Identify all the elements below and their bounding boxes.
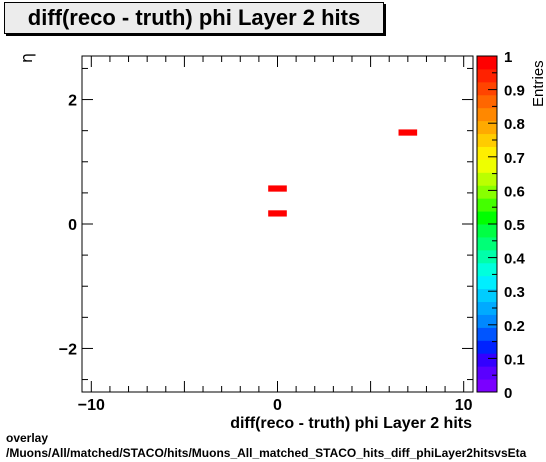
z-tick-label: 0.7 [504, 150, 525, 167]
footer-overlay-label: overlay [6, 431, 49, 445]
y-axis: −2 0 2 [59, 67, 473, 381]
x-tick-label: 10 [455, 397, 473, 414]
z-tick-label: 1 [504, 49, 512, 66]
z-tick-label: 0.5 [504, 217, 525, 234]
color-scale-band [477, 94, 497, 109]
y-tick-label: 2 [68, 93, 77, 110]
z-tick-label: 0.1 [504, 351, 525, 368]
color-scale-band [477, 224, 497, 238]
footer-histogram-path: /Muons/All/matched/STACO/hits/Muons_All_… [6, 446, 527, 460]
color-scale-band [477, 56, 497, 70]
z-tick-label: 0 [504, 385, 512, 402]
color-scale-band [477, 198, 497, 212]
z-tick-label: 0.3 [504, 284, 525, 301]
heatmap-cells [268, 129, 418, 217]
color-scale-band [477, 249, 497, 264]
y-tick-label: 0 [68, 217, 77, 234]
color-scale-band [477, 366, 497, 380]
color-scale-band [477, 379, 497, 393]
color-scale-band [477, 327, 497, 341]
color-scale-band [477, 81, 497, 96]
color-scale-band [477, 288, 497, 303]
chart-title: diff(reco - truth) phi Layer 2 hits [4, 2, 384, 34]
color-scale-band [477, 314, 497, 328]
color-scale-band [477, 159, 497, 173]
color-scale-band [477, 68, 497, 83]
color-scale-band [477, 275, 497, 290]
color-scale-band [477, 262, 497, 277]
z-tick-label: 0.8 [504, 116, 525, 133]
z-tick-label: 0.6 [504, 183, 525, 200]
z-tick-label: 0.2 [504, 318, 525, 335]
x-axis-label: diff(reco - truth) phi Layer 2 hits [230, 415, 472, 432]
heatmap-cell-1 [268, 210, 287, 217]
heatmap-cell-3 [398, 129, 418, 136]
color-scale: 0 0.1 0.2 0.3 0.4 0.5 0.6 0.7 0.8 0.9 1 [476, 49, 526, 402]
color-scale-band [477, 301, 497, 315]
color-scale-band [477, 146, 497, 160]
color-scale-band [477, 107, 497, 122]
plot-frame [81, 55, 474, 393]
color-scale-band [477, 133, 497, 147]
color-scale-band [477, 185, 497, 199]
color-scale-band [477, 353, 497, 367]
y-tick-label: −2 [59, 341, 77, 358]
heatmap-cell-2 [268, 185, 287, 192]
x-axis: −10 0 10 [78, 56, 473, 414]
z-tick-label: 0.4 [504, 251, 526, 268]
z-tick-label: 0.9 [504, 83, 525, 100]
color-scale-band [477, 172, 497, 186]
x-tick-label: −10 [78, 397, 105, 414]
z-axis-label: Entries [530, 60, 546, 107]
color-scale-band [477, 236, 497, 251]
color-scale-band [477, 120, 497, 135]
y-axis-label: η [17, 53, 36, 63]
color-scale-band [477, 211, 497, 225]
color-scale-band [477, 340, 497, 354]
x-tick-label: 0 [273, 397, 282, 414]
